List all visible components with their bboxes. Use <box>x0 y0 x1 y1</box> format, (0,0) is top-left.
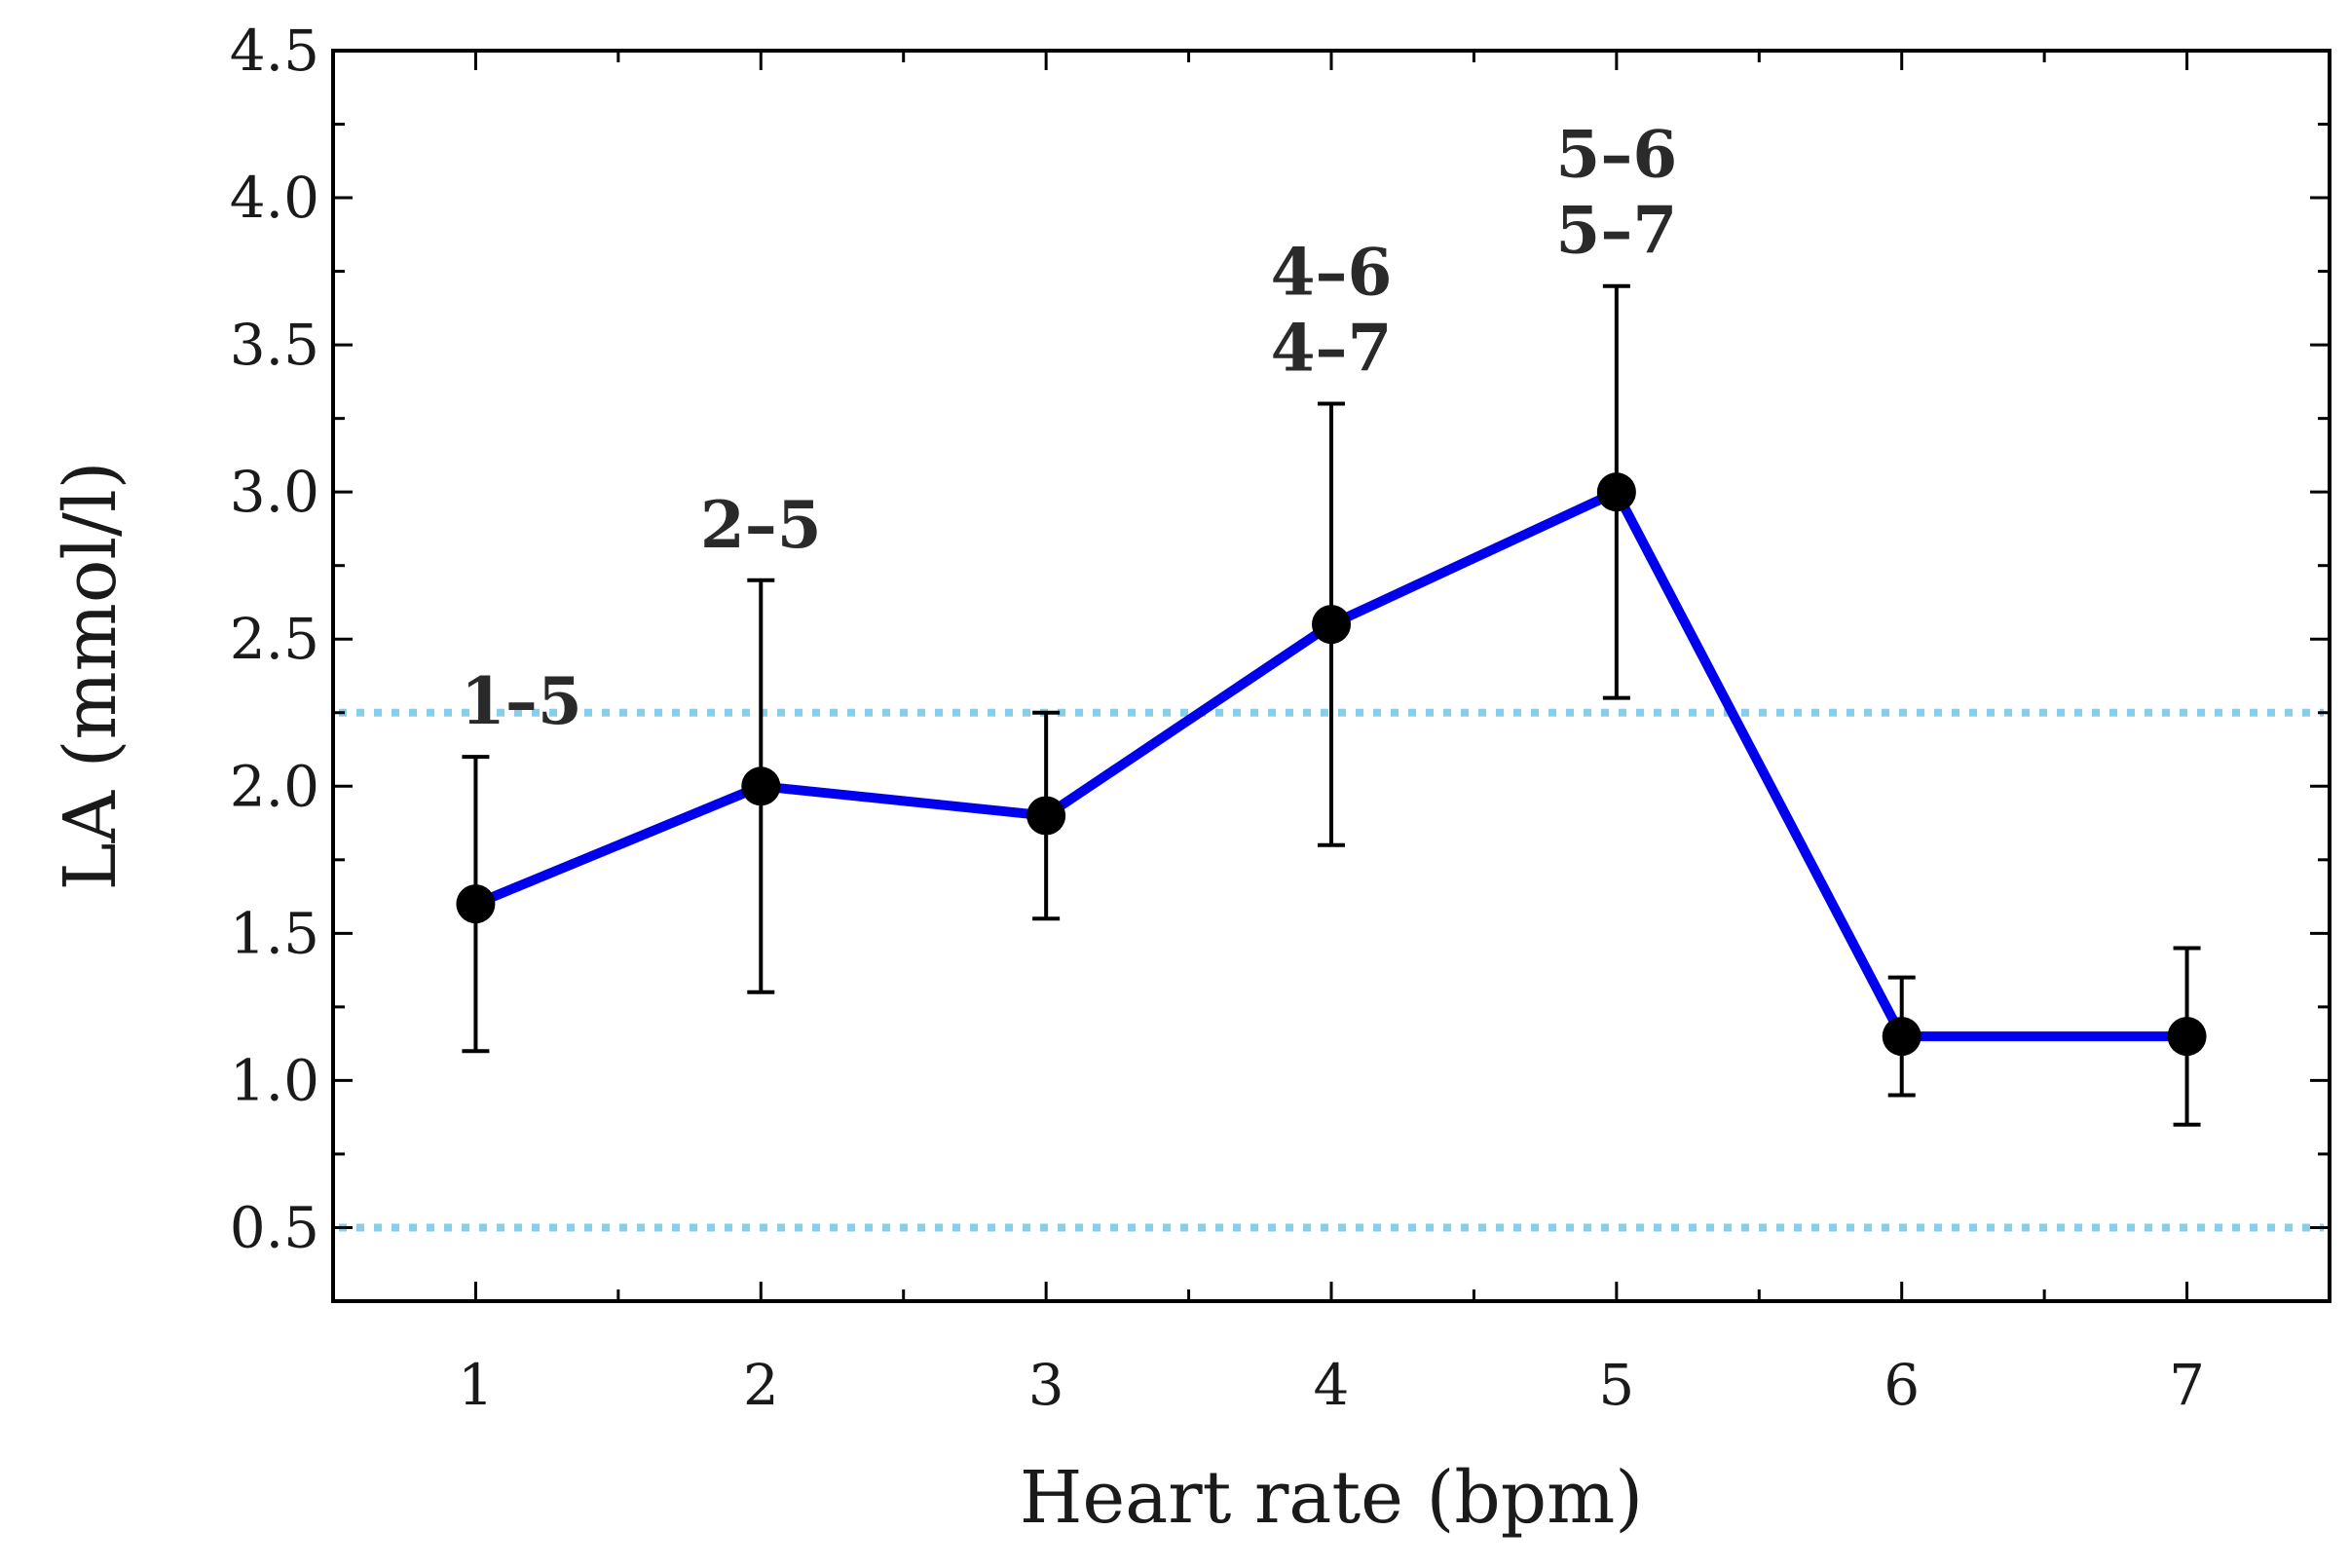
data-point-3 <box>1026 796 1066 836</box>
annotation-1-line-1: 1–5 <box>461 663 582 739</box>
y-tick-label-2.5: 2.5 <box>230 606 319 672</box>
y-tick-label-3.0: 3.0 <box>230 459 319 525</box>
x-tick-label-7: 7 <box>2169 1352 2205 1418</box>
x-tick-label-6: 6 <box>1884 1352 1920 1418</box>
x-axis-label: Heart rate (bpm) <box>1020 1456 1643 1540</box>
y-tick-label-1.5: 1.5 <box>230 900 319 966</box>
x-tick-label-5: 5 <box>1598 1352 1634 1418</box>
y-tick-label-1.0: 1.0 <box>230 1047 319 1113</box>
y-tick-label-2.0: 2.0 <box>230 753 319 819</box>
x-tick-label-2: 2 <box>743 1352 779 1418</box>
annotation-3-line-1: 4–6 <box>1271 235 1393 311</box>
y-axis-label: LA (mmol/l) <box>49 461 132 890</box>
annotation-4-line-2: 5–7 <box>1555 193 1677 269</box>
annotation-2-line-1: 2–5 <box>700 487 822 563</box>
x-tick-label-3: 3 <box>1028 1352 1064 1418</box>
data-point-4 <box>1312 605 1351 645</box>
annotation-3-line-2: 4–7 <box>1271 311 1393 387</box>
data-point-1 <box>456 884 496 924</box>
y-tick-label-4.0: 4.0 <box>230 165 319 231</box>
data-point-2 <box>741 766 781 806</box>
data-point-5 <box>1596 472 1636 512</box>
y-tick-label-0.5: 0.5 <box>230 1194 319 1260</box>
data-point-6 <box>1882 1017 1921 1057</box>
x-tick-label-4: 4 <box>1314 1352 1350 1418</box>
y-tick-label-3.5: 3.5 <box>230 312 319 378</box>
x-tick-label-1: 1 <box>458 1352 494 1418</box>
y-tick-label-4.5: 4.5 <box>230 18 319 84</box>
plot-frame <box>331 49 2331 1303</box>
annotation-4-line-1: 5–6 <box>1555 117 1677 193</box>
data-point-7 <box>2167 1017 2207 1057</box>
